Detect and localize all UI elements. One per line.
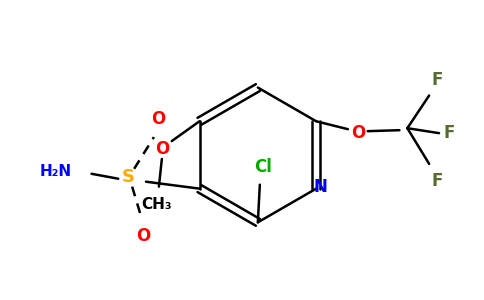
Text: H₂N: H₂N: [40, 164, 72, 179]
Text: F: F: [443, 124, 454, 142]
Text: O: O: [155, 140, 169, 158]
Text: S: S: [121, 168, 135, 186]
Text: CH₃: CH₃: [142, 197, 172, 212]
Text: F: F: [431, 71, 443, 89]
Text: O: O: [136, 227, 150, 245]
Text: N: N: [313, 178, 327, 196]
Text: Cl: Cl: [254, 158, 272, 176]
Text: O: O: [351, 124, 365, 142]
Text: F: F: [431, 172, 443, 190]
Text: O: O: [151, 110, 165, 128]
